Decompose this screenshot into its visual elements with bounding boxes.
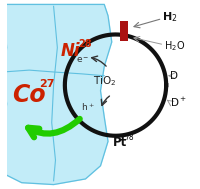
Text: 27: 27 <box>39 79 55 89</box>
Polygon shape <box>3 5 111 184</box>
Text: Pt: Pt <box>112 136 126 149</box>
Text: h$^+$: h$^+$ <box>81 101 94 112</box>
Text: D: D <box>169 71 177 81</box>
Text: D$^+$: D$^+$ <box>169 95 186 108</box>
Text: e$^-$: e$^-$ <box>75 55 89 65</box>
Text: Co: Co <box>12 83 46 106</box>
Text: 78: 78 <box>123 133 133 142</box>
Text: H$_2$: H$_2$ <box>162 11 177 25</box>
Text: Ni: Ni <box>61 42 80 60</box>
Text: TiO$_2$: TiO$_2$ <box>92 74 115 88</box>
Text: H$_2$O: H$_2$O <box>163 39 185 53</box>
Text: 28: 28 <box>78 39 91 49</box>
Bar <box>120 21 128 41</box>
